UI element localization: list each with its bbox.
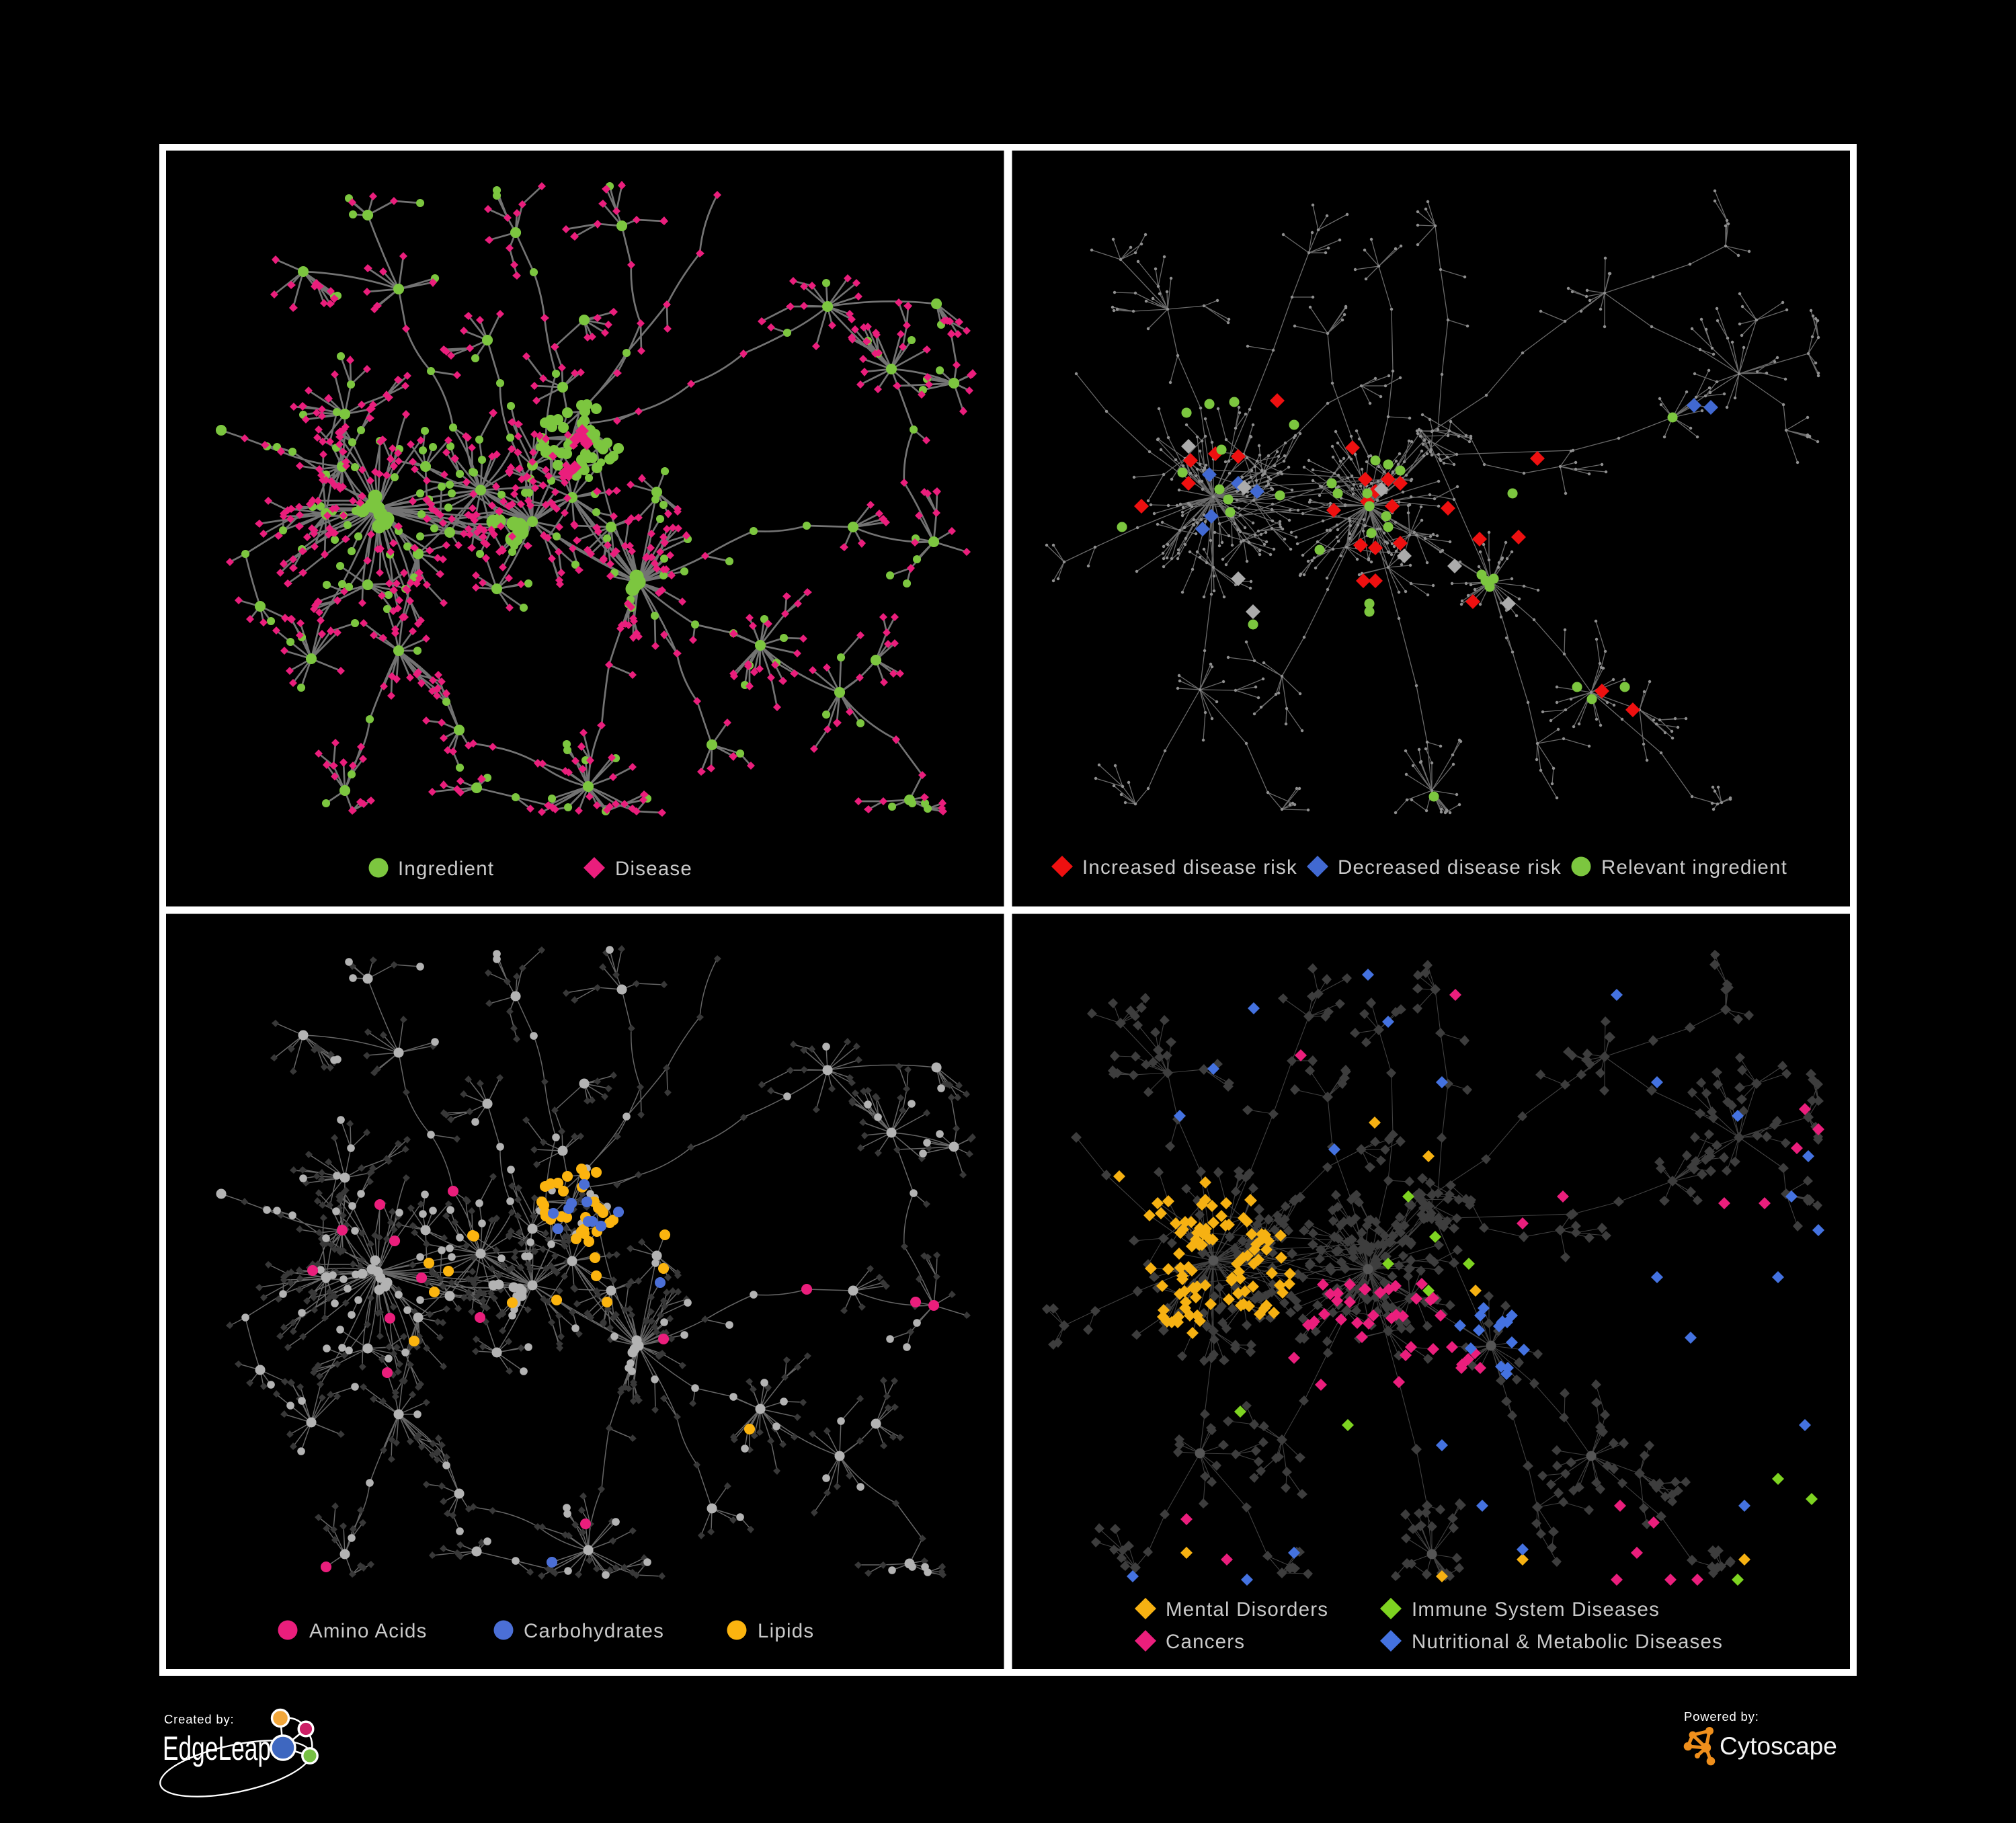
svg-text:Mental Disorders: Mental Disorders [1166, 1598, 1328, 1621]
svg-text:Carbohydrates: Carbohydrates [524, 1620, 664, 1642]
svg-text:Created by:: Created by: [164, 1712, 234, 1726]
svg-text:Immune System Diseases: Immune System Diseases [1412, 1598, 1660, 1621]
svg-text:Increased disease risk: Increased disease risk [1082, 856, 1297, 879]
svg-text:Amino Acids: Amino Acids [309, 1620, 428, 1642]
svg-text:Disease: Disease [615, 858, 692, 880]
svg-text:Decreased disease risk: Decreased disease risk [1338, 856, 1562, 879]
svg-text:Cytoscape: Cytoscape [1720, 1732, 1837, 1760]
svg-text:Lipids: Lipids [758, 1620, 814, 1642]
svg-text:Ingredient: Ingredient [398, 858, 494, 880]
svg-text:Relevant ingredient: Relevant ingredient [1601, 856, 1787, 879]
svg-text:Powered by:: Powered by: [1684, 1709, 1759, 1724]
svg-text:Cancers: Cancers [1166, 1631, 1245, 1653]
svg-text:Nutritional & Metabolic Diseas: Nutritional & Metabolic Diseases [1412, 1631, 1723, 1653]
svg-text:EdgeLeap: EdgeLeap [163, 1730, 271, 1767]
